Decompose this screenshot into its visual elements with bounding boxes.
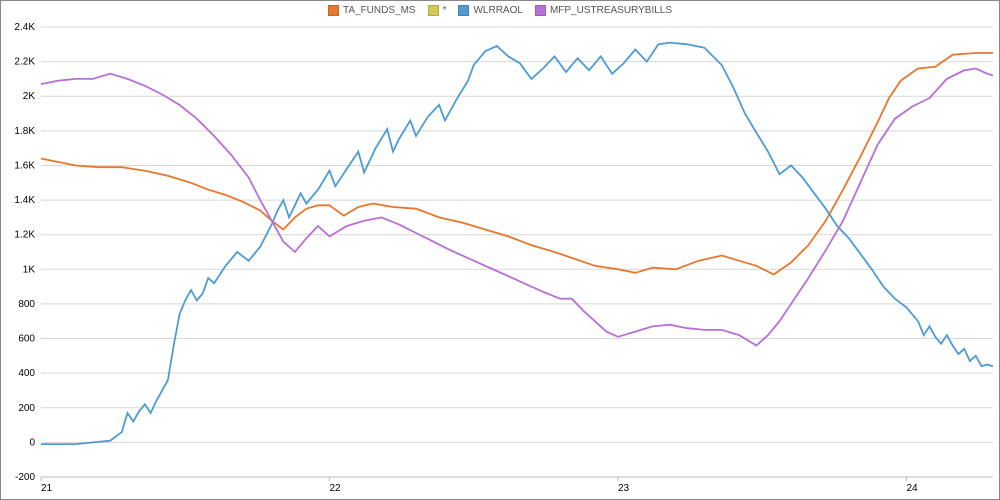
x-tick-label: 22 (329, 483, 341, 494)
legend-item[interactable]: MFP_USTREASURYBILLS (535, 5, 672, 16)
y-tick-label: 600 (18, 334, 35, 345)
y-tick-label: 2.2K (14, 57, 35, 68)
chart-plot-area: -20002004006008001K1.2K1.4K1.6K1.8K2K2.2… (41, 27, 993, 477)
legend-item[interactable]: * (428, 5, 447, 16)
legend-swatch (458, 5, 469, 16)
y-tick-label: 1.4K (14, 195, 35, 206)
y-tick-label: 0 (29, 437, 35, 448)
legend-label: * (443, 5, 447, 16)
legend-label: MFP_USTREASURYBILLS (550, 5, 672, 16)
series-WLRRAOL (41, 43, 993, 445)
legend-item[interactable]: WLRRAOL (458, 5, 522, 16)
x-tick-label: 24 (906, 483, 918, 494)
y-tick-label: 2.4K (14, 22, 35, 33)
y-tick-label: 1.8K (14, 126, 35, 137)
legend-swatch (328, 5, 339, 16)
y-tick-label: 800 (18, 299, 35, 310)
y-tick-label: -200 (15, 472, 35, 483)
legend-label: TA_FUNDS_MS (343, 5, 416, 16)
y-tick-label: 2K (23, 91, 36, 102)
legend-swatch (428, 5, 439, 16)
y-tick-label: 1.6K (14, 160, 35, 171)
legend-item[interactable]: TA_FUNDS_MS (328, 5, 416, 16)
y-tick-label: 1K (23, 264, 36, 275)
legend-label: WLRRAOL (473, 5, 522, 16)
x-tick-label: 23 (618, 483, 630, 494)
y-tick-label: 200 (18, 403, 35, 414)
y-tick-label: 1.2K (14, 230, 35, 241)
legend: TA_FUNDS_MS * WLRRAOL MFP_USTREASURYBILLS (1, 1, 999, 23)
legend-swatch (535, 5, 546, 16)
y-tick-label: 400 (18, 368, 35, 379)
gridlines (41, 27, 993, 477)
x-tick-label: 21 (41, 483, 53, 494)
